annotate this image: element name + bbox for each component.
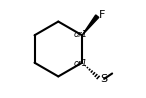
- Text: F: F: [99, 10, 105, 20]
- Text: or1: or1: [74, 59, 88, 68]
- Text: S: S: [100, 74, 107, 84]
- Polygon shape: [82, 15, 99, 35]
- Text: or1: or1: [74, 30, 88, 39]
